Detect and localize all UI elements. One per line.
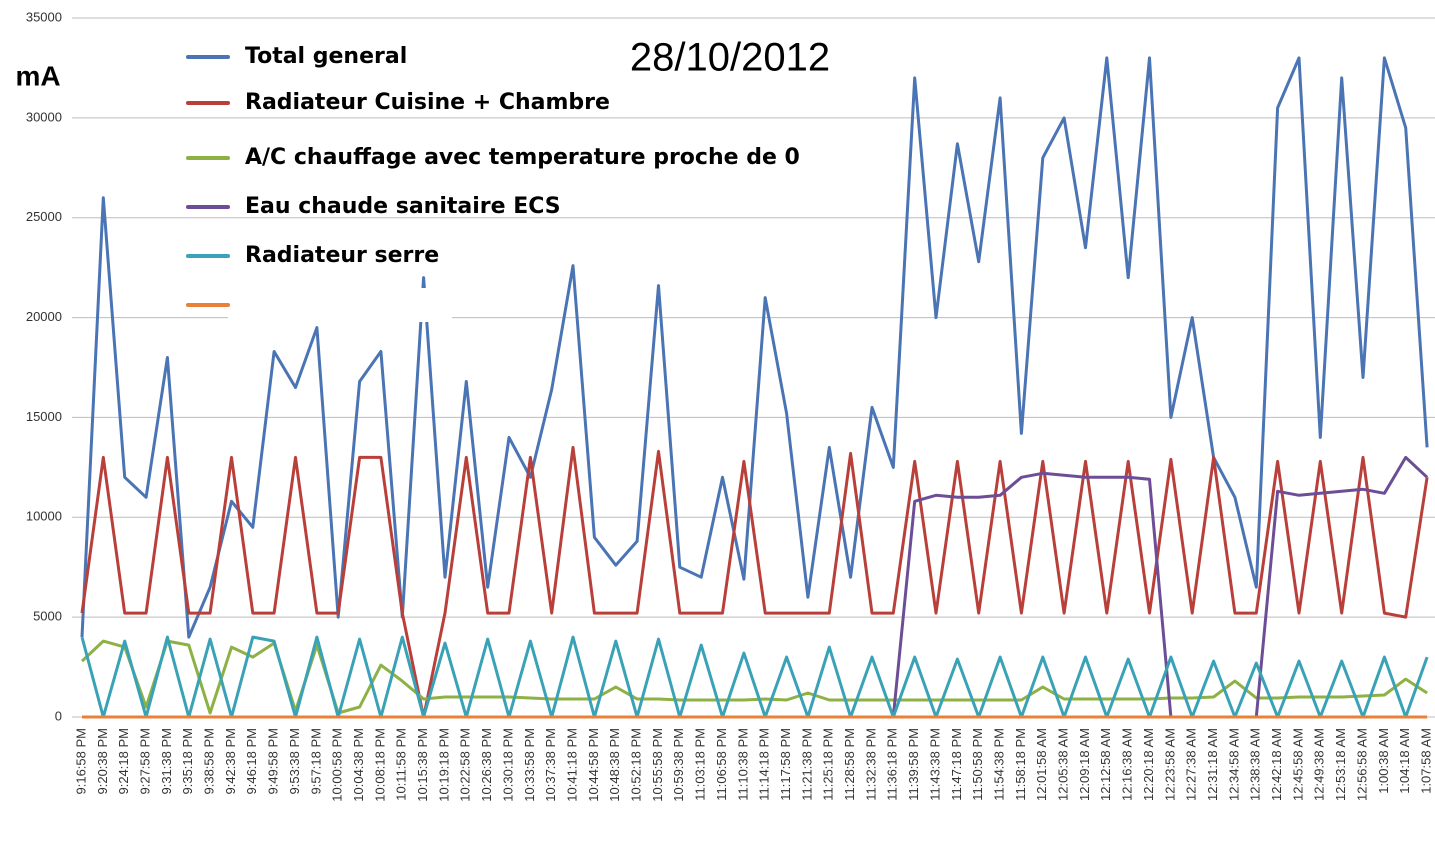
series-line [80,635,1429,719]
x-tick-label: 12:53:18 AM [1333,728,1348,801]
x-tick-label: 9:49:58 PM [266,728,281,795]
x-tick-label: 10:19:18 PM [436,728,451,802]
x-tick-label: 1:04:18 AM [1397,728,1412,794]
chart-title: 28/10/2012 [630,36,830,80]
series-line [80,56,1429,639]
x-tick-label: 10:08:18 PM [372,728,387,802]
x-tick-label: 9:53:38 PM [287,728,302,795]
x-tick-label: 12:16:38 AM [1120,728,1135,801]
x-tick-label: 12:56:58 AM [1354,728,1369,801]
x-tick-label: 12:20:18 AM [1141,728,1156,801]
y-tick-label: 30000 [26,109,62,124]
x-tick-label: 12:05:38 AM [1056,728,1071,801]
x-tick-label: 10:15:38 PM [415,728,430,802]
x-tick-label: 12:49:38 AM [1312,728,1327,801]
x-tick-label: 9:35:18 PM [180,728,195,795]
legend-label: Radiateur Cuisine + Chambre [245,90,610,115]
x-tick-label: 10:41:18 PM [564,728,579,802]
legend-label: Radiateur serre [245,243,439,268]
x-tick-label: 12:31:18 AM [1205,728,1220,801]
x-tick-label: 12:12:58 AM [1098,728,1113,801]
x-tick-label: 11:21:38 PM [799,728,814,801]
x-tick-label: 11:39:58 PM [906,728,921,801]
x-tick-label: 10:59:38 PM [671,728,686,802]
x-tick-label: 12:45:58 AM [1290,728,1305,801]
x-tick-label: 10:22:58 PM [458,728,473,802]
x-tick-label: 10:37:38 PM [543,728,558,802]
x-tick-label: 11:25:18 PM [821,728,836,801]
x-tick-label: 12:23:58 AM [1162,728,1177,801]
x-tick-label: 9:31:38 PM [159,728,174,795]
x-tick-label: 11:58:18 PM [1013,728,1028,801]
x-tick-label: 10:52:18 PM [629,728,644,802]
y-tick-label: 10000 [26,509,62,524]
grid: 0 5000 10000 15000 20000 25000 30000 35000 9:16:… [26,9,1435,802]
x-tick-label: 11:36:18 PM [885,728,900,801]
y-tick-label: 5000 [33,609,62,624]
x-tick-label: 10:04:38 PM [351,728,366,802]
x-tick-label: 10:33:58 PM [522,728,537,802]
x-tick-label: 11:03:18 PM [693,728,708,801]
x-tick-label: 9:46:18 PM [244,728,259,795]
x-tick-label: 11:10:38 PM [735,728,750,801]
x-tick-label: 10:48:38 PM [607,728,622,802]
x-tick-label: 12:42:18 AM [1269,728,1284,801]
y-tick-label: 15000 [26,409,62,424]
x-tick-label: 9:20:38 PM [95,728,110,795]
x-tick-label: 1:00:38 AM [1376,728,1391,794]
x-tick-label: 11:17:58 PM [778,728,793,801]
plot-area [80,56,1429,719]
x-tick-label: 10:44:58 PM [586,728,601,802]
x-tick-label: 10:00:58 PM [330,728,345,802]
x-tick-label: 10:26:38 PM [479,728,494,802]
x-tick-label: 9:38:58 PM [202,728,217,795]
x-tick-label: 11:43:38 PM [927,728,942,801]
x-tick-label: 11:28:58 PM [842,728,857,801]
x-tick-label: 9:16:58 PM [73,728,88,795]
x-tick-label: 9:42:38 PM [223,728,238,795]
legend-label: Eau chaude sanitaire ECS [245,194,561,219]
x-tick-label: 10:55:58 PM [650,728,665,802]
x-tick-label: 1:07:58 AM [1418,728,1433,794]
x-tick-label: 12:34:58 AM [1226,728,1241,801]
x-tick-label: 11:47:18 PM [949,728,964,801]
x-tick-label: 11:32:38 PM [863,728,878,801]
y-tick-label: 25000 [26,209,62,224]
x-tick-label: 9:57:18 PM [308,728,323,795]
y-tick-label: 35000 [26,9,62,24]
y-axis-label: mA [15,60,60,91]
legend-mask [228,288,452,322]
x-tick-label: 10:30:18 PM [500,728,515,802]
x-tick-label: 11:54:38 PM [991,728,1006,801]
legend-label: Total general [245,44,407,69]
y-tick-label: 0 [55,708,62,723]
legend: Total general Radiateur Cuisine + Chambre… [186,44,800,307]
x-tick-label: 12:27:38 AM [1184,728,1199,801]
series-line [80,445,1429,719]
x-tick-label: 11:06:58 PM [714,728,729,801]
x-tick-label: 12:01:58 AM [1034,728,1049,801]
x-tick-label: 11:50:58 PM [970,728,985,801]
x-tick-label: 10:11:58 PM [394,728,409,801]
x-tick-label: 12:38:38 AM [1248,728,1263,801]
y-tick-label: 20000 [26,309,62,324]
x-tick-label: 12:09:18 AM [1077,728,1092,801]
x-tick-label: 9:24:18 PM [116,728,131,795]
legend-label: A/C chauffage avec temperature proche de… [245,145,800,170]
x-tick-label: 9:27:58 PM [137,728,152,795]
x-tick-label: 11:14:18 PM [757,728,772,801]
